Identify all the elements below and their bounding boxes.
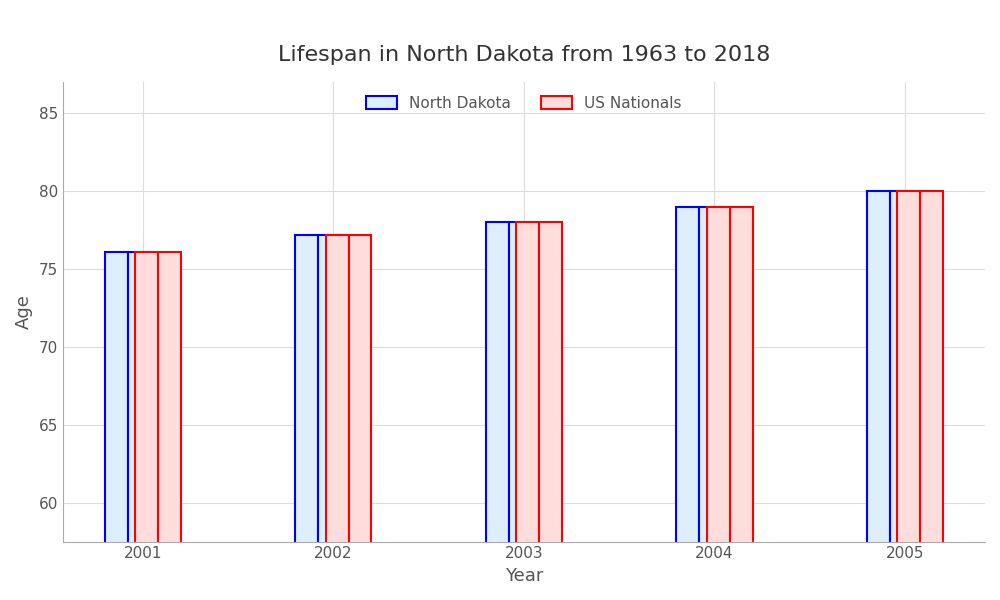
Bar [867,191,890,600]
Bar [890,191,913,600]
Bar [326,235,349,600]
Bar [105,252,128,600]
Bar [349,235,371,600]
Bar [920,191,943,600]
Title: Lifespan in North Dakota from 1963 to 2018: Lifespan in North Dakota from 1963 to 20… [278,45,770,65]
Bar [516,222,539,600]
Bar [699,206,722,600]
Bar [509,222,532,600]
Bar [707,206,730,600]
Bar [135,252,158,600]
Y-axis label: Age: Age [15,294,33,329]
Bar [897,191,920,600]
Bar [730,206,753,600]
Bar [295,235,318,600]
Bar [539,222,562,600]
X-axis label: Year: Year [505,567,543,585]
Bar [676,206,699,600]
Bar [486,222,509,600]
Legend: North Dakota, US Nationals: North Dakota, US Nationals [360,89,688,117]
Bar [158,252,181,600]
Bar [128,252,150,600]
Bar [318,235,341,600]
